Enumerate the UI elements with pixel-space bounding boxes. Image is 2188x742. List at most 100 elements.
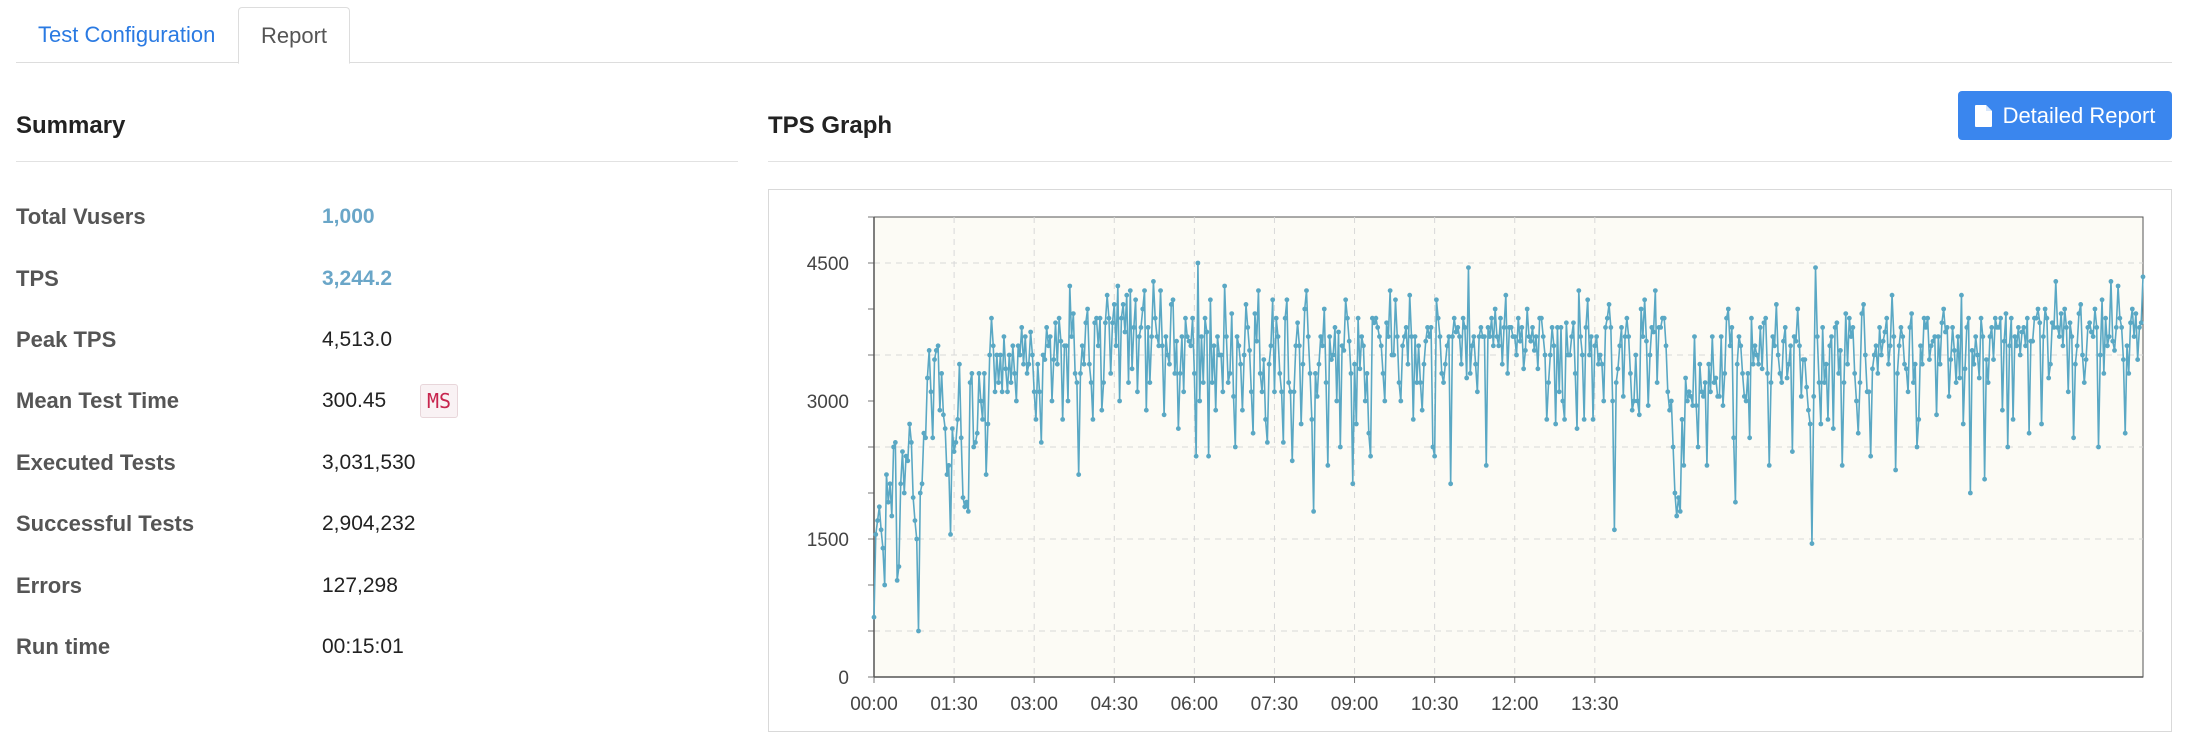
tps-data-point [1612, 527, 1617, 533]
tps-data-point [1334, 398, 1340, 404]
tps-data-point [1966, 315, 1971, 321]
tps-data-point [1307, 371, 1313, 376]
tps-data-point [1135, 389, 1140, 395]
tps-data-point [1490, 343, 1496, 349]
tps-data-point [939, 371, 945, 376]
tab-report[interactable]: Report [238, 7, 351, 64]
tps-data-point [990, 343, 996, 349]
tps-data-point [1466, 265, 1471, 270]
tps-data-point [1736, 334, 1742, 339]
tps-data-point [2096, 444, 2101, 450]
tps-data-point [1733, 499, 1738, 505]
tps-data-point [1183, 315, 1188, 321]
tps-data-point [1156, 343, 1162, 349]
tps-data-point [1311, 509, 1317, 514]
tps-data-point [2010, 417, 2016, 422]
tps-data-point [1891, 334, 1897, 339]
x-tick-label: 03:00 [1010, 694, 1058, 715]
tps-data-point [1677, 509, 1683, 514]
tps-link[interactable]: 3,244.2 [322, 267, 393, 290]
tps-data-point [1818, 421, 1824, 427]
tps-data-point [1254, 338, 1260, 344]
tps-data-point [1355, 315, 1361, 321]
tps-data-point [1159, 343, 1165, 349]
tps-data-point [1414, 380, 1420, 385]
tps-data-point [1957, 375, 1963, 381]
tps-data-point [1848, 334, 1854, 339]
tps-data-point [2030, 338, 2036, 344]
tps-data-point [965, 509, 971, 514]
summary-row-tps: TPS 3,244.2 [16, 259, 736, 299]
tps-data-point [1946, 394, 1952, 399]
tps-data-point [1763, 315, 1769, 321]
tps-data-point [1102, 320, 1108, 326]
tab-test-configuration[interactable]: Test Configuration [38, 22, 216, 47]
tps-data-point [1458, 361, 1464, 367]
tps-data-point [1366, 430, 1372, 436]
tps-data-point [1533, 334, 1539, 339]
tps-data-point [1126, 380, 1131, 385]
tps-data-point [2067, 320, 2073, 326]
tps-data-point [1654, 380, 1660, 385]
tps-data-point [1293, 343, 1299, 349]
tps-data-point [2138, 320, 2144, 326]
tps-data-point [1838, 348, 1843, 353]
tps-data-point [1663, 343, 1669, 349]
tps-data-point [2056, 334, 2062, 339]
tps-data-point [1996, 325, 2002, 330]
tps-data-point [1435, 315, 1441, 321]
tps-data-point [1026, 361, 1032, 367]
tps-data-point [1063, 343, 1069, 349]
tps-data-point [1636, 412, 1642, 418]
tps-data-point [1042, 357, 1048, 362]
tps-data-point [1706, 361, 1712, 367]
detailed-report-button[interactable]: Detailed Report [1958, 91, 2172, 140]
tps-data-point [1574, 426, 1580, 431]
tps-data-point [2133, 311, 2139, 316]
tps-data-point [1492, 306, 1498, 312]
tps-data-point [971, 444, 977, 450]
tps-data-point [1857, 380, 1863, 385]
tps-data-point [903, 453, 909, 459]
detailed-report-label: Detailed Report [2002, 102, 2156, 128]
tps-data-point [1681, 463, 1687, 468]
tps-data-point [1302, 306, 1308, 312]
tps-data-point [1441, 380, 1446, 385]
tps-data-point [910, 495, 916, 500]
tps-data-point [1083, 320, 1089, 326]
tps-data-point [983, 472, 989, 477]
tps-data-point [1252, 311, 1258, 316]
tps-data-point [964, 499, 969, 505]
tps-data-point [1523, 348, 1528, 353]
tps-data-point [1750, 361, 1756, 367]
tps-data-point [1846, 315, 1852, 321]
tps-data-point [1743, 398, 1749, 404]
tps-data-point [1434, 297, 1439, 303]
tps-data-point [978, 398, 984, 404]
tps-data-point [1608, 325, 1614, 330]
tps-data-point [2062, 306, 2068, 312]
tps-data-point [1827, 343, 1833, 349]
tps-data-point [1624, 315, 1630, 321]
tps-data-point [1124, 292, 1130, 298]
tps-data-point [1118, 315, 1124, 321]
tps-data-point [1862, 352, 1868, 358]
tps-data-point [1174, 338, 1179, 344]
x-tick-label: 06:00 [1171, 694, 1219, 715]
tps-data-point [1836, 371, 1842, 376]
tps-data-point [1462, 325, 1468, 330]
tps-data-point [1387, 288, 1393, 293]
tps-data-point [873, 532, 879, 537]
tps-data-point [1309, 417, 1315, 422]
total-vusers-link[interactable]: 1,000 [322, 205, 375, 228]
tps-data-point [887, 481, 893, 487]
tps-data-point [1845, 361, 1850, 367]
tps-data-point [1599, 361, 1605, 367]
tps-data-point [1852, 371, 1858, 376]
tps-data-point [1485, 325, 1491, 330]
tps-data-point [1455, 325, 1461, 330]
tps-data-point [1934, 412, 1939, 418]
tps-data-point [1394, 334, 1400, 339]
tps-data-point [2008, 315, 2014, 321]
tps-data-point [1667, 407, 1672, 413]
